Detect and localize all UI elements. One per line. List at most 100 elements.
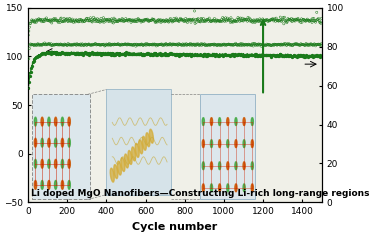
Point bbox=[50, 51, 56, 55]
Point bbox=[77, 51, 83, 55]
Point bbox=[55, 52, 61, 56]
Point bbox=[237, 16, 243, 20]
Ellipse shape bbox=[61, 117, 64, 126]
Point bbox=[67, 17, 73, 21]
Point bbox=[98, 17, 104, 20]
Point bbox=[264, 18, 270, 22]
Point bbox=[35, 54, 41, 58]
Point bbox=[105, 18, 111, 21]
Point bbox=[129, 53, 135, 56]
Point bbox=[178, 43, 184, 47]
Point bbox=[105, 19, 111, 23]
Point bbox=[105, 52, 111, 56]
Point bbox=[265, 43, 271, 47]
Point bbox=[144, 18, 150, 22]
Point bbox=[116, 18, 122, 22]
Point bbox=[72, 18, 78, 22]
Point bbox=[238, 42, 244, 45]
Point bbox=[133, 44, 139, 48]
Point bbox=[32, 42, 38, 46]
Point bbox=[315, 42, 321, 46]
Point bbox=[197, 20, 203, 24]
Point bbox=[54, 51, 60, 55]
Point bbox=[189, 43, 195, 47]
Point bbox=[83, 17, 89, 21]
Point bbox=[203, 43, 209, 46]
Point bbox=[99, 52, 105, 56]
Point bbox=[246, 42, 252, 46]
Point bbox=[32, 56, 38, 59]
Point bbox=[159, 43, 165, 47]
Point bbox=[105, 43, 111, 47]
Point bbox=[276, 54, 282, 58]
Point bbox=[164, 53, 170, 56]
Ellipse shape bbox=[243, 118, 245, 126]
Point bbox=[207, 18, 213, 22]
Point bbox=[92, 42, 98, 46]
Point bbox=[143, 52, 149, 55]
Point bbox=[68, 51, 74, 55]
Point bbox=[196, 53, 202, 57]
Point bbox=[101, 20, 107, 24]
Point bbox=[211, 19, 217, 23]
Point bbox=[109, 20, 115, 24]
Point bbox=[252, 53, 258, 56]
Point bbox=[56, 43, 62, 47]
Point bbox=[187, 18, 193, 22]
Point bbox=[227, 53, 233, 57]
Point bbox=[149, 53, 155, 57]
Point bbox=[178, 53, 184, 57]
Point bbox=[183, 17, 189, 20]
Point bbox=[174, 19, 180, 23]
Point bbox=[86, 51, 92, 55]
Point bbox=[45, 42, 51, 46]
Point bbox=[164, 42, 170, 46]
Point bbox=[137, 18, 143, 22]
Point bbox=[131, 52, 137, 56]
Point bbox=[61, 51, 67, 55]
Point bbox=[35, 18, 41, 22]
Point bbox=[72, 43, 78, 46]
Point bbox=[58, 17, 64, 21]
Point bbox=[256, 42, 262, 46]
Point bbox=[247, 43, 253, 47]
Point bbox=[105, 43, 111, 47]
Point bbox=[275, 42, 281, 46]
Point bbox=[42, 17, 48, 21]
Point bbox=[230, 43, 236, 46]
Point bbox=[179, 43, 185, 47]
Point bbox=[238, 52, 244, 56]
Text: Li doped MgO Nanofibers—Constructing Li-rich long-range regions: Li doped MgO Nanofibers—Constructing Li-… bbox=[31, 189, 370, 198]
Point bbox=[236, 17, 242, 21]
Point bbox=[182, 42, 188, 46]
Point bbox=[111, 42, 117, 46]
Point bbox=[170, 19, 176, 22]
Point bbox=[241, 54, 247, 58]
Point bbox=[304, 18, 310, 22]
Point bbox=[191, 42, 197, 46]
Point bbox=[237, 53, 243, 57]
Point bbox=[220, 43, 226, 46]
Point bbox=[221, 53, 227, 57]
Point bbox=[61, 51, 67, 55]
Point bbox=[45, 51, 52, 55]
Point bbox=[223, 19, 229, 23]
Point bbox=[45, 42, 51, 46]
Point bbox=[178, 17, 184, 21]
Point bbox=[289, 55, 295, 59]
Point bbox=[86, 19, 92, 23]
Point bbox=[79, 52, 85, 56]
Point bbox=[197, 53, 203, 57]
Point bbox=[169, 20, 175, 24]
Point bbox=[65, 42, 71, 45]
Point bbox=[111, 53, 117, 56]
Point bbox=[128, 52, 134, 56]
Point bbox=[150, 53, 156, 57]
Point bbox=[110, 42, 116, 46]
Point bbox=[66, 43, 72, 46]
Point bbox=[28, 20, 34, 23]
Ellipse shape bbox=[146, 133, 150, 147]
Point bbox=[28, 43, 34, 47]
Point bbox=[34, 55, 40, 59]
Point bbox=[292, 19, 298, 23]
